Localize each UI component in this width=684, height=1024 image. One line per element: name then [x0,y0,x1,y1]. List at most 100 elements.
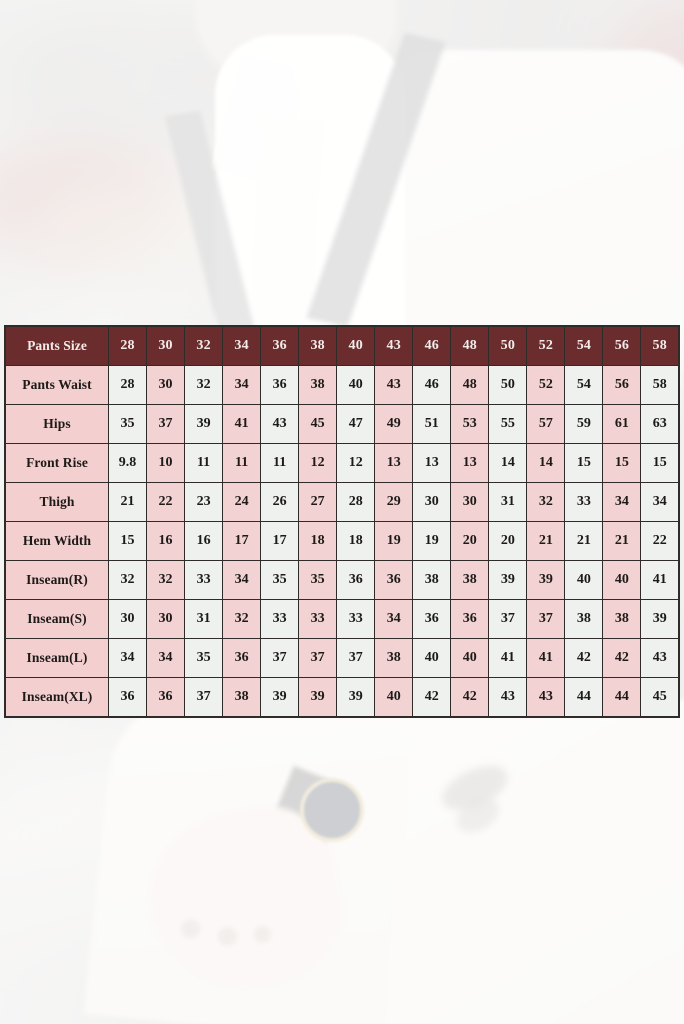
measurement-cell: 33 [564,482,604,522]
measurement-row-label: Pants Waist [4,365,109,405]
measurement-row-label: Hips [4,404,109,444]
measurement-cell: 34 [107,638,148,678]
size-column-header: 50 [488,325,528,366]
measurement-cell: 41 [640,560,680,600]
measurement-cell: 17 [260,521,300,561]
measurement-cell: 21 [107,482,148,522]
measurement-cell: 34 [602,482,642,522]
size-column-header: 56 [602,325,642,366]
measurement-cell: 54 [564,365,604,405]
measurement-cell: 36 [260,365,300,405]
measurement-cell: 21 [602,521,642,561]
table-row: Inseam(L) 34 34 35 36 37 37 37 38 40 40 41 41 42 42 43 [4,638,680,678]
measurement-cell: 37 [298,638,338,678]
measurement-row-label: Inseam(S) [4,599,109,639]
measurement-cell: 19 [412,521,452,561]
measurement-cell: 40 [412,638,452,678]
measurement-cell: 43 [260,404,300,444]
measurement-cell: 37 [488,599,528,639]
measurement-cell: 18 [336,521,376,561]
measurement-cell: 40 [450,638,490,678]
measurement-cell: 11 [184,443,224,483]
size-column-header: 58 [640,325,680,366]
measurement-cell: 38 [222,677,262,718]
measurement-cell: 53 [450,404,490,444]
measurement-cell: 29 [374,482,414,522]
measurement-cell: 35 [260,560,300,600]
measurement-cell: 41 [222,404,262,444]
measurement-cell: 33 [184,560,224,600]
measurement-cell: 52 [526,365,566,405]
measurement-cell: 45 [640,677,680,718]
measurement-cell: 50 [488,365,528,405]
table-row: Pants Waist 28 30 32 34 36 38 40 43 46 48 50 52 54 56 5… [4,365,680,405]
table-row: Inseam(R) 32 32 33 34 35 35 36 36 38 38 39 39 40 40 41 [4,560,680,600]
measurement-cell: 41 [488,638,528,678]
measurement-cell: 43 [640,638,680,678]
measurement-cell: 58 [640,365,680,405]
measurement-row-label: Front Rise [4,443,109,483]
measurement-cell: 59 [564,404,604,444]
measurement-cell: 13 [374,443,414,483]
measurement-row-label: Inseam(XL) [4,677,109,718]
measurement-cell: 37 [184,677,224,718]
measurement-cell: 36 [374,560,414,600]
measurement-cell: 30 [146,365,186,405]
measurement-cell: 36 [146,677,186,718]
size-column-header: 38 [298,325,338,366]
measurement-cell: 15 [640,443,680,483]
measurement-cell: 21 [526,521,566,561]
measurement-row-label: Hem Width [4,521,109,561]
measurement-cell: 11 [222,443,262,483]
measurement-cell: 39 [488,560,528,600]
measurement-cell: 12 [298,443,338,483]
measurement-cell: 22 [146,482,186,522]
measurement-cell: 14 [488,443,528,483]
table-row: Hips 35 37 39 41 43 45 47 49 51 53 55 57 59 61 63 [4,404,680,444]
measurement-cell: 55 [488,404,528,444]
measurement-cell: 32 [107,560,148,600]
measurement-cell: 38 [602,599,642,639]
measurement-cell: 32 [526,482,566,522]
size-column-header: 34 [222,325,262,366]
measurement-cell: 27 [298,482,338,522]
measurement-cell: 63 [640,404,680,444]
table-row: Inseam(S) 30 30 31 32 33 33 33 34 36 36 37 37 38 38 39 [4,599,680,639]
measurement-cell: 57 [526,404,566,444]
size-chart-container: Pants Size 28 30 32 34 36 38 40 43 46 48 50 52 54 56 5… [4,325,680,718]
measurement-cell: 30 [107,599,148,639]
measurement-cell: 51 [412,404,452,444]
measurement-cell: 30 [412,482,452,522]
measurement-cell: 35 [107,404,148,444]
table-body: Pants Waist 28 30 32 34 36 38 40 43 46 48 50 52 54 56 5… [4,365,680,718]
measurement-cell: 28 [107,365,148,405]
measurement-cell: 34 [146,638,186,678]
measurement-cell: 35 [298,560,338,600]
measurement-cell: 43 [526,677,566,718]
measurement-cell: 36 [412,599,452,639]
measurement-cell: 14 [526,443,566,483]
measurement-row-label: Thigh [4,482,109,522]
measurement-cell: 33 [298,599,338,639]
measurement-cell: 47 [336,404,376,444]
size-column-header: 36 [260,325,300,366]
measurement-cell: 20 [450,521,490,561]
measurement-cell: 38 [564,599,604,639]
measurement-cell: 42 [602,638,642,678]
measurement-cell: 38 [298,365,338,405]
measurement-cell: 34 [640,482,680,522]
measurement-cell: 13 [412,443,452,483]
size-column-header: 28 [107,325,148,366]
measurement-cell: 15 [107,521,148,561]
measurement-cell: 36 [336,560,376,600]
measurement-row-label: Inseam(R) [4,560,109,600]
measurement-cell: 37 [526,599,566,639]
measurement-cell: 42 [564,638,604,678]
measurement-cell: 15 [564,443,604,483]
size-column-header: 40 [336,325,376,366]
measurement-cell: 40 [602,560,642,600]
table-row: Front Rise 9.8 10 11 11 11 12 12 13 13 13 14 14 15 15 1… [4,443,680,483]
table-row: Hem Width 15 16 16 17 17 18 18 19 19 20 20 21 21 21 22 [4,521,680,561]
measurement-cell: 31 [488,482,528,522]
